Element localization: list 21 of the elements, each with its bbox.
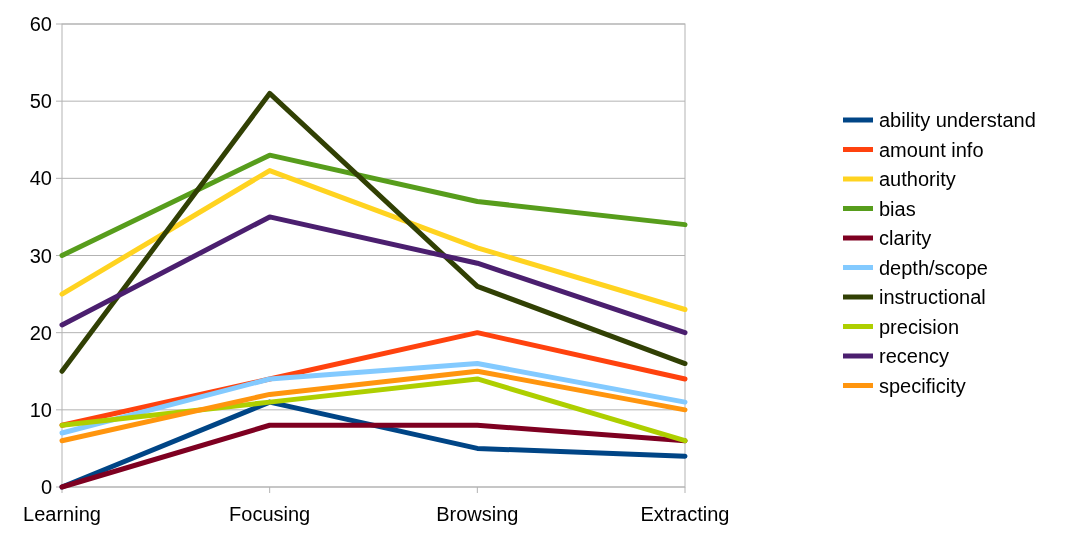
- y-tick-label: 30: [29, 244, 52, 267]
- legend-label: authority: [879, 168, 956, 190]
- x-tick-label: Learning: [23, 503, 101, 525]
- legend-label: ability understand: [879, 109, 1036, 131]
- x-tick-label: Focusing: [229, 503, 311, 525]
- legend-label: recency: [879, 345, 950, 367]
- x-tick-label: Extracting: [640, 503, 730, 525]
- x-tick-label: Browsing: [436, 503, 519, 525]
- legend-label: clarity: [879, 227, 932, 249]
- legend-label: precision: [879, 315, 960, 338]
- y-tick-label: 20: [29, 321, 52, 344]
- legend-label: depth/scope: [879, 256, 988, 279]
- y-tick-label: 60: [29, 13, 52, 35]
- legend-label: specificity: [879, 374, 966, 397]
- legend-label: instructional: [879, 286, 986, 308]
- legend-label: amount info: [879, 138, 984, 161]
- y-tick-label: 40: [29, 167, 52, 190]
- y-tick-label: 0: [40, 476, 52, 498]
- legend-label: bias: [879, 197, 916, 220]
- y-tick-label: 10: [29, 398, 52, 421]
- y-tick-label: 50: [29, 90, 52, 113]
